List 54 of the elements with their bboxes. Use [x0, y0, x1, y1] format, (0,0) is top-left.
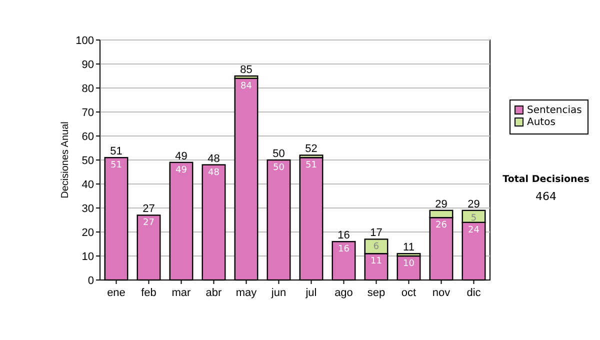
y-tick-label: 70 [82, 106, 94, 119]
data-label: 16 [338, 244, 350, 255]
x-tick-label: dic [466, 287, 482, 299]
x-tick-label: abr [206, 287, 222, 299]
x-tick-label: mar [172, 287, 192, 299]
y-tick-label: 40 [82, 178, 94, 191]
total-label: 27 [142, 203, 155, 216]
total-label: 11 [403, 242, 414, 254]
data-label: 27 [143, 218, 154, 228]
x-tick-label: oct [401, 287, 416, 299]
y-tick-label: 20 [82, 226, 94, 239]
data-label: 84 [240, 81, 252, 92]
x-tick-label: nov [432, 287, 451, 299]
data-label: 50 [273, 163, 285, 173]
total-label: 29 [468, 198, 480, 210]
data-label: 51 [110, 160, 122, 171]
y-tick-label: 10 [82, 250, 94, 263]
total-label: 17 [370, 227, 382, 240]
data-label: 11 [370, 256, 382, 267]
y-tick-label: 30 [82, 202, 94, 215]
y-tick-label: 100 [76, 34, 94, 47]
data-label: 49 [176, 165, 188, 176]
x-tick-label: jun [270, 287, 286, 299]
y-tick-label: 60 [82, 130, 94, 143]
data-label: 5 [470, 213, 477, 224]
data-label: 24 [468, 225, 480, 236]
x-tick-label: jul [304, 287, 317, 299]
text: Total Decisiones [502, 174, 590, 185]
x-tick-label: feb [141, 287, 156, 299]
data-label: 51 [306, 160, 317, 171]
x-tick-label: may [236, 287, 258, 299]
legend-label: Sentencias [527, 105, 582, 116]
total-label: 49 [175, 150, 188, 162]
y-tick-label: 80 [82, 82, 94, 95]
text: 464 [536, 190, 556, 203]
total-label: 52 [305, 143, 318, 156]
y-axis-title: Decisiones Anual [60, 122, 71, 198]
total-label: 51 [110, 146, 122, 158]
total-label: 29 [435, 198, 448, 210]
total-label: 50 [272, 148, 285, 160]
data-label: 6 [373, 242, 380, 252]
data-label: 10 [403, 259, 415, 269]
y-tick-label: 90 [82, 58, 94, 71]
x-tick-label: ago [334, 287, 353, 299]
x-tick-label: ene [107, 287, 126, 299]
legend-label: Autos [527, 117, 556, 128]
total-label: 48 [208, 152, 220, 165]
x-tick-label: sep [367, 287, 386, 299]
data-label: 48 [208, 168, 220, 178]
y-tick-label: 50 [82, 154, 94, 167]
data-label: 26 [436, 220, 448, 231]
total-label: 85 [240, 64, 252, 76]
y-tick-label: 0 [88, 274, 94, 287]
total-label: 16 [338, 230, 350, 242]
